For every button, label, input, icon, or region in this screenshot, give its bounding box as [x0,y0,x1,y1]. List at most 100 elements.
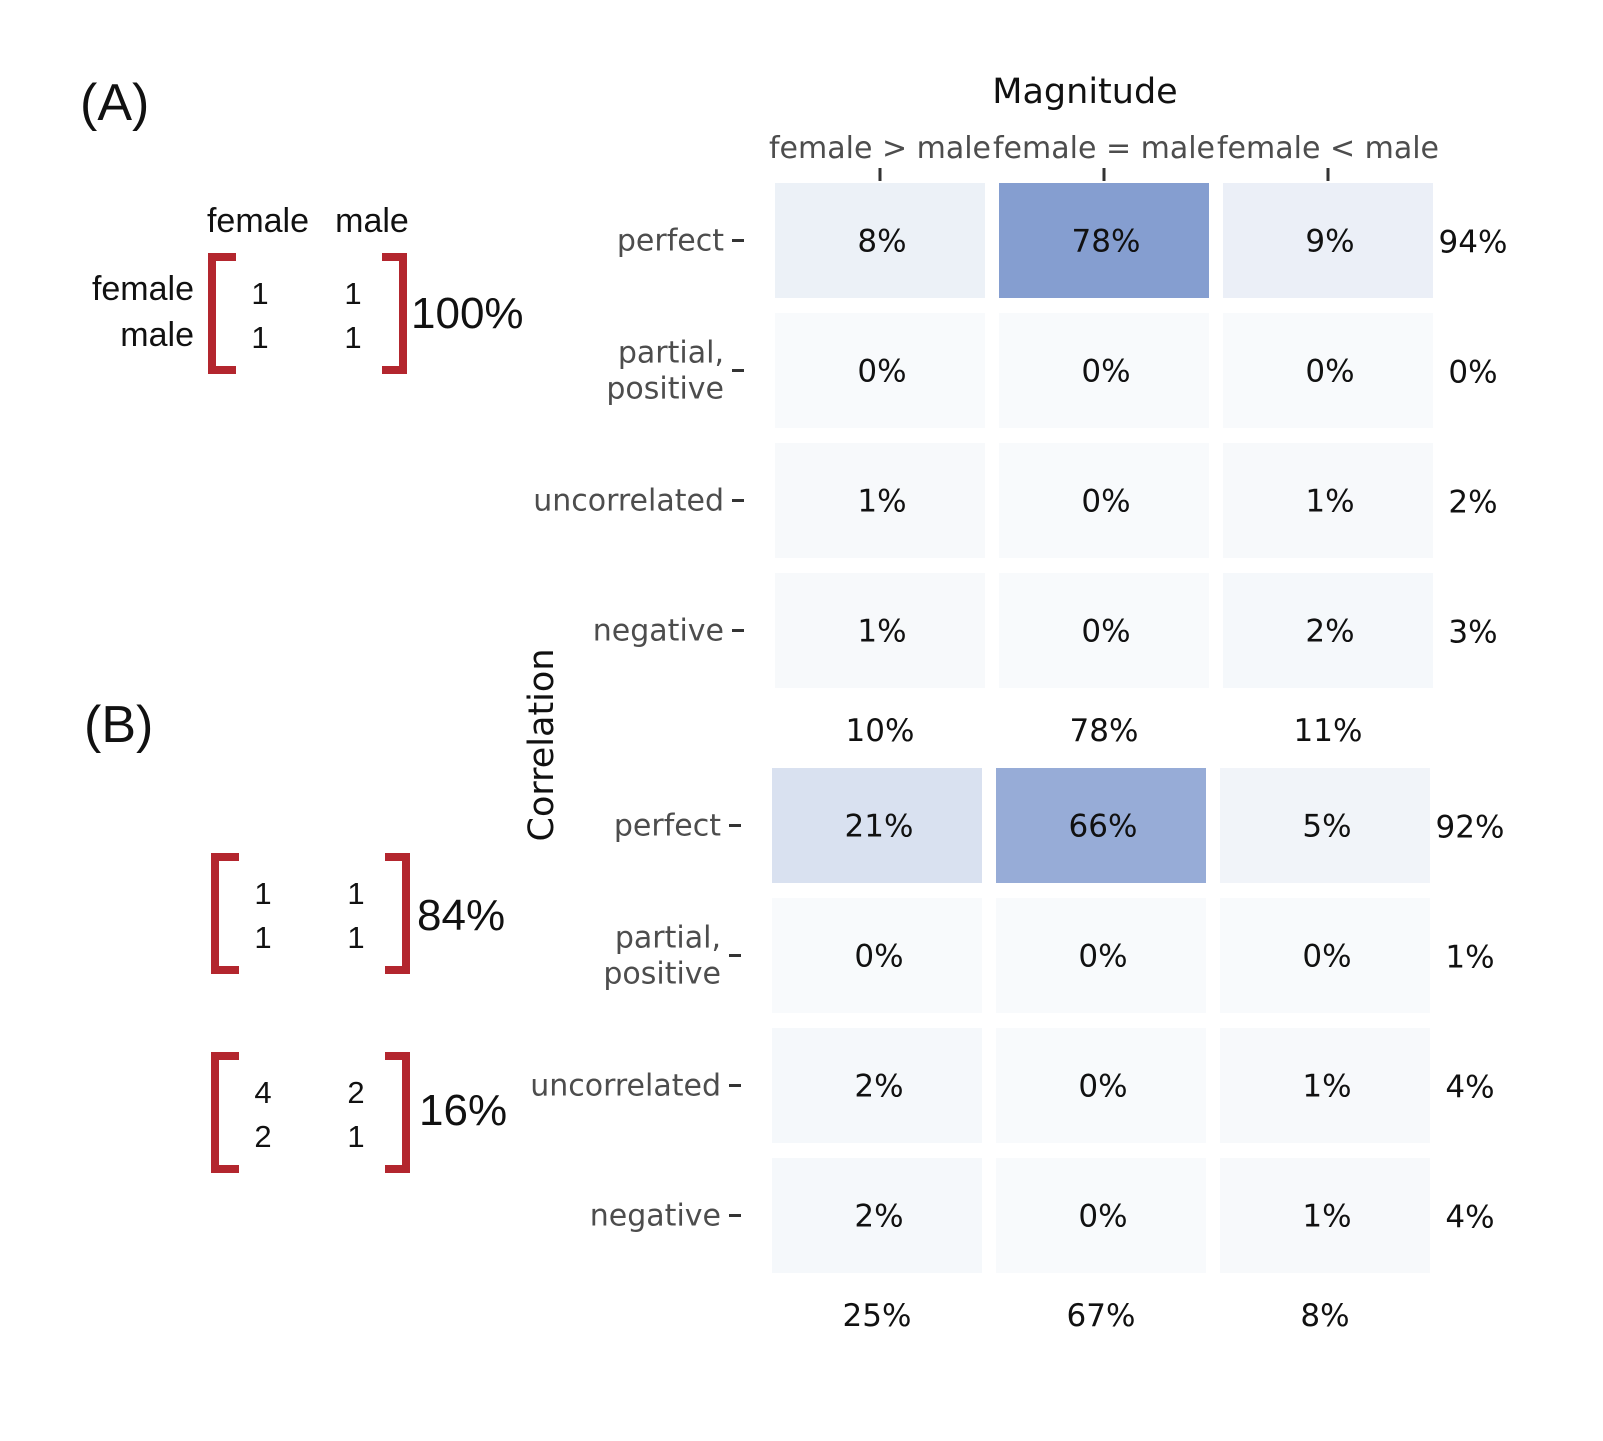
matrix-percent: 16% [419,1086,507,1135]
cell-value-label: 5% [1302,809,1351,845]
y-tick-label: negative [590,1199,721,1234]
cell-value-label: 66% [1069,809,1138,845]
matrix-left-bracket [208,253,236,374]
y-tick-label: positive [606,372,724,407]
col-total-label: 10% [846,713,915,749]
matrix-cell: 1 [344,320,361,355]
cell-value-label: 1% [1302,1069,1351,1105]
heatmap-cell [996,1028,1206,1143]
matrix-cell: 1 [344,276,361,311]
col-total-label: 67% [1067,1298,1136,1334]
matrix-cell: 1 [251,276,268,311]
heatmap-cell [1223,443,1433,558]
y-tick-label: positive [603,957,721,992]
row-total-label: 4% [1445,1070,1494,1106]
matrix-right-bracket [382,253,407,374]
heatmap-cell [999,573,1209,688]
y-tick-label: partial, [615,921,721,956]
cell-value-label: 1% [1302,1199,1351,1235]
heatmap-cell [772,898,982,1013]
matrix-row-header-female: female [92,270,194,308]
cell-value-label: 1% [857,614,906,650]
heatmap-cell [996,768,1206,883]
cell-value-label: 0% [1302,939,1351,975]
heatmap-cell [1220,898,1430,1013]
cell-value-label: 0% [1305,354,1354,390]
heatmap-cell [1220,1028,1430,1143]
matrix-cell: 4 [254,1075,271,1110]
heatmap-cell [775,183,985,298]
matrix-col-header-female: female [207,202,309,240]
cell-value-label: 0% [1078,939,1127,975]
cell-value-label: 8% [857,224,906,260]
heatmap-cell [1220,768,1430,883]
row-total-label: 0% [1448,355,1497,391]
matrix-col-header-male: male [335,202,409,240]
cell-value-label: 0% [1078,1199,1127,1235]
x-tick-label: female < male [1217,131,1439,166]
y-tick-label: uncorrelated [533,484,724,519]
cell-value-label: 0% [1078,1069,1127,1105]
heatmap: female > male female = male female < male p… [530,131,1507,1334]
heatmap-cell [1223,313,1433,428]
matrix-cell: 1 [254,920,271,955]
y-axis-title: Correlation [522,649,562,842]
cell-value-label: 78% [1072,224,1141,260]
heatmap-cell [775,443,985,558]
matrix-right-bracket [385,1052,410,1173]
heatmap-cell [999,443,1209,558]
col-total-label: 25% [843,1298,912,1334]
matrix-row-header-male: male [120,316,194,354]
col-total-label: 8% [1300,1298,1349,1334]
cell-value-label: 9% [1305,224,1354,260]
x-tick-label: female = male [993,131,1215,166]
matrix-b1: 1 1 1 1 84% [211,853,505,974]
matrix-left-bracket [211,853,239,974]
matrix-percent: 84% [417,891,505,940]
y-tick-label: perfect [617,224,724,259]
heatmap-cell [999,313,1209,428]
matrix-cell: 1 [347,1119,364,1154]
col-total-label: 78% [1070,713,1139,749]
y-tick-label: uncorrelated [530,1069,721,1104]
matrix-b2: 4 2 2 1 16% [211,1052,507,1173]
col-total-label: 11% [1294,713,1363,749]
y-tick-label: perfect [614,809,721,844]
cell-value-label: 2% [854,1069,903,1105]
cell-value-label: 1% [1305,484,1354,520]
heatmap-cell [1223,573,1433,688]
heatmap-cell [999,183,1209,298]
row-total-label: 4% [1445,1200,1494,1236]
matrix-cell: 2 [254,1119,271,1154]
heatmap-cell [772,1158,982,1273]
row-total-label: 1% [1445,940,1494,976]
x-axis-title: Magnitude [992,72,1177,112]
matrix-cell: 1 [254,876,271,911]
matrix-a: female male female male 1 1 1 1 100% [92,202,524,374]
row-total-label: 92% [1436,810,1505,846]
cell-value-label: 1% [857,484,906,520]
y-tick-label: negative [593,614,724,649]
cell-value-label: 0% [1081,354,1130,390]
matrix-cell: 1 [251,320,268,355]
heatmap-cell [996,898,1206,1013]
matrix-left-bracket [211,1052,239,1173]
cell-value-label: 2% [854,1199,903,1235]
x-tick-label: female > male [769,131,991,166]
matrix-cell: 1 [347,876,364,911]
heatmap-cell [772,1028,982,1143]
matrix-cell: 2 [347,1075,364,1110]
matrix-percent: 100% [411,289,524,338]
y-tick-label: partial, [618,336,724,371]
heatmap-cell [772,768,982,883]
heatmap-cell [1223,183,1433,298]
heatmap-cell [996,1158,1206,1273]
panel-a-label: (A) [80,74,149,132]
cell-value-label: 21% [845,809,914,845]
cell-value-label: 0% [857,354,906,390]
row-total-label: 2% [1448,485,1497,521]
panel-b-label: (B) [84,696,153,754]
cell-value-label: 0% [1081,484,1130,520]
matrix-right-bracket [385,853,410,974]
